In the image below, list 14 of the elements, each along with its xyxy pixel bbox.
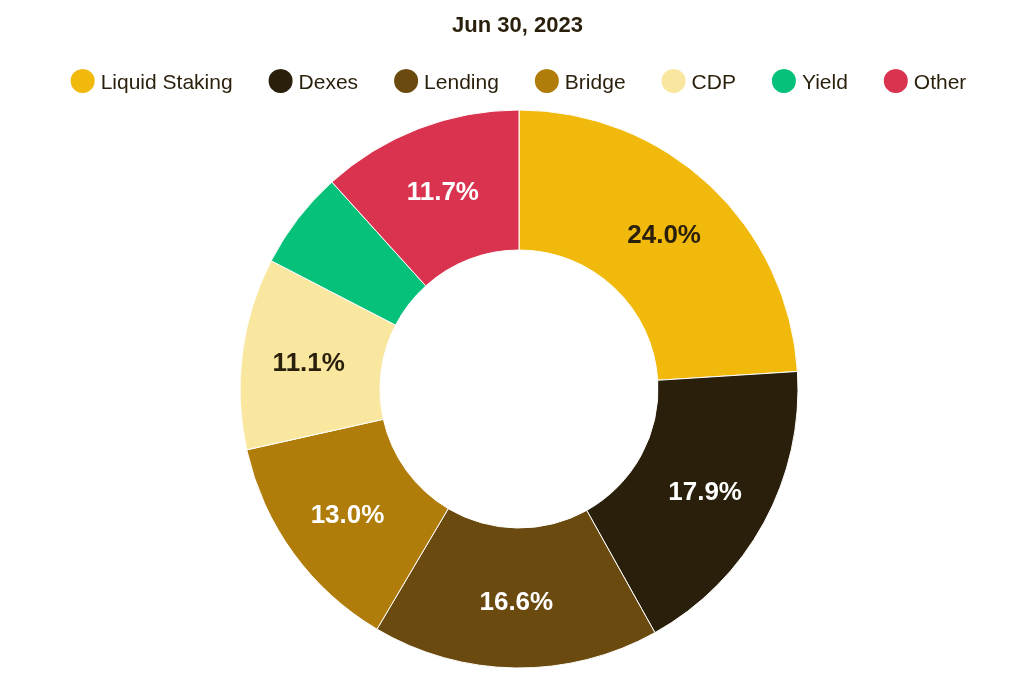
data-label: 11.7% bbox=[406, 176, 479, 207]
legend-label: Bridge bbox=[564, 69, 626, 93]
legend-label: CDP bbox=[691, 69, 736, 93]
data-label: 13.0% bbox=[310, 498, 385, 529]
legend-label: Lending bbox=[424, 69, 499, 93]
legend-label: Other bbox=[913, 69, 967, 93]
legend-label: Liquid Staking bbox=[100, 69, 233, 93]
data-label: 24.0% bbox=[627, 219, 701, 250]
legend-label: Yield bbox=[801, 69, 848, 93]
data-label: 16.6% bbox=[479, 585, 554, 616]
chart-title: Jun 30, 2023 bbox=[452, 11, 583, 37]
data-label: 17.9% bbox=[668, 475, 742, 506]
data-label: 11.1% bbox=[272, 346, 345, 377]
legend-label: Dexes bbox=[298, 69, 359, 93]
